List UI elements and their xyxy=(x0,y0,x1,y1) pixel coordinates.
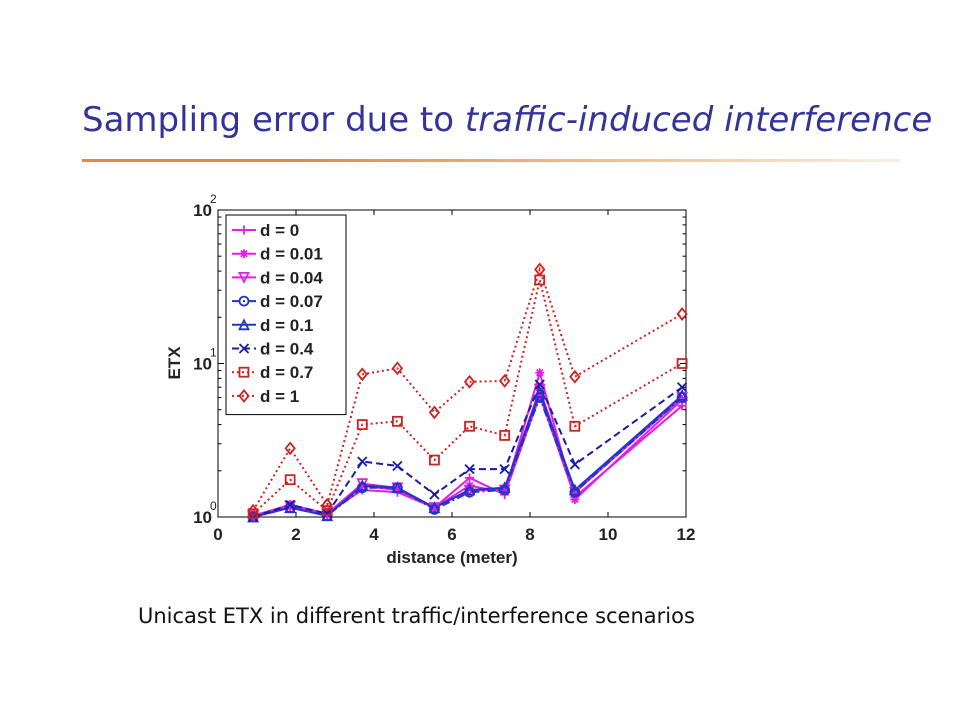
x-tick-label: 10 xyxy=(599,525,618,544)
y-tick-label-exponent: 2 xyxy=(210,192,217,206)
y-tick-label-base: 10 xyxy=(193,355,212,374)
data-point xyxy=(356,419,368,430)
data-point xyxy=(533,385,546,398)
legend-marker xyxy=(238,366,250,378)
data-point xyxy=(676,392,688,403)
data-point xyxy=(569,420,581,432)
data-point xyxy=(464,420,475,432)
y-tick-label-base: 10 xyxy=(193,508,212,527)
data-point xyxy=(499,464,510,475)
title-emphasis: traffic-induced interference xyxy=(464,100,933,140)
x-tick-labels: 0 2 4 6 8 10 12 xyxy=(213,525,695,544)
data-point xyxy=(391,415,403,427)
data-point xyxy=(391,481,404,494)
data-point xyxy=(464,486,475,498)
legend-box xyxy=(225,214,347,416)
data-point xyxy=(285,499,296,510)
data-point xyxy=(429,489,440,500)
series-line-6 xyxy=(252,279,683,515)
data-point xyxy=(429,454,440,466)
legend: d = 0 d = 0.01 d = 0.04 d = 0.07 d = 0.1 d = … xyxy=(225,214,347,416)
data-point xyxy=(428,501,441,514)
legend-marker xyxy=(238,295,250,307)
data-point xyxy=(464,464,475,475)
y-tick-label-base: 10 xyxy=(193,201,212,220)
data-point xyxy=(322,508,333,519)
data-point xyxy=(569,459,580,470)
data-point xyxy=(535,368,545,378)
data-point xyxy=(534,262,546,277)
data-point xyxy=(247,510,260,523)
title-main: Sampling error due to xyxy=(82,100,465,140)
legend-entry-label: d = 0.4 xyxy=(260,340,314,359)
data-point xyxy=(676,307,688,321)
data-point xyxy=(356,479,369,492)
data-point xyxy=(357,456,368,467)
x-tick-label: 12 xyxy=(677,525,696,544)
data-point xyxy=(499,484,511,496)
legend-entry-label: d = 0.01 xyxy=(260,245,323,264)
data-point xyxy=(321,505,333,517)
data-point xyxy=(534,379,545,390)
data-point xyxy=(498,481,511,494)
x-tick-label: 2 xyxy=(291,525,300,544)
data-point xyxy=(247,508,259,520)
legend-marker xyxy=(238,343,250,354)
data-point xyxy=(463,483,476,496)
y-axis-label: ETX xyxy=(165,346,184,380)
data-point xyxy=(676,358,688,369)
data-point xyxy=(284,474,296,486)
axis-ticks xyxy=(217,209,687,518)
legend-marker xyxy=(238,318,250,331)
x-axis-label: distance (meter) xyxy=(386,548,517,567)
chart-caption: Unicast ETX in different traffic/interfe… xyxy=(138,604,695,628)
data-point xyxy=(392,460,403,472)
legend-entry-label: d = 0.07 xyxy=(260,292,323,311)
data-point xyxy=(321,497,333,512)
x-tick-label: 4 xyxy=(369,525,379,544)
legend-entry-label: d = 0.7 xyxy=(260,363,313,382)
legend-entry-label: d = 0.1 xyxy=(260,316,313,335)
x-tick-label: 6 xyxy=(447,525,456,544)
legend-marker xyxy=(238,388,250,403)
data-point xyxy=(465,473,475,483)
data-point xyxy=(284,441,296,456)
data-point xyxy=(247,503,259,518)
series-markers xyxy=(247,262,689,523)
data-point xyxy=(356,482,368,494)
legend-entry-label: d = 0 xyxy=(260,221,299,240)
data-point xyxy=(428,405,441,420)
data-point xyxy=(391,361,404,376)
slide-title: Sampling error due to traffic-induced in… xyxy=(82,100,932,140)
data-point xyxy=(463,374,476,389)
legend-marker xyxy=(239,249,249,259)
y-tick-label-exponent: 1 xyxy=(210,346,217,360)
x-tick-label: 0 xyxy=(213,525,222,544)
data-point xyxy=(676,388,689,401)
title-underline xyxy=(82,159,900,162)
y-tick-label-exponent: 0 xyxy=(210,499,217,513)
data-point xyxy=(676,382,688,393)
data-point xyxy=(498,374,511,388)
legend-entry-label: d = 1 xyxy=(260,387,299,406)
data-point xyxy=(356,367,368,382)
data-point xyxy=(569,369,581,384)
data-point xyxy=(569,486,581,498)
legend-marker xyxy=(238,272,250,284)
x-tick-label: 8 xyxy=(525,525,534,544)
legend-entry-label: d = 0.04 xyxy=(260,268,323,287)
data-point xyxy=(499,430,511,441)
legend-marker xyxy=(239,225,249,235)
data-point xyxy=(568,483,581,496)
